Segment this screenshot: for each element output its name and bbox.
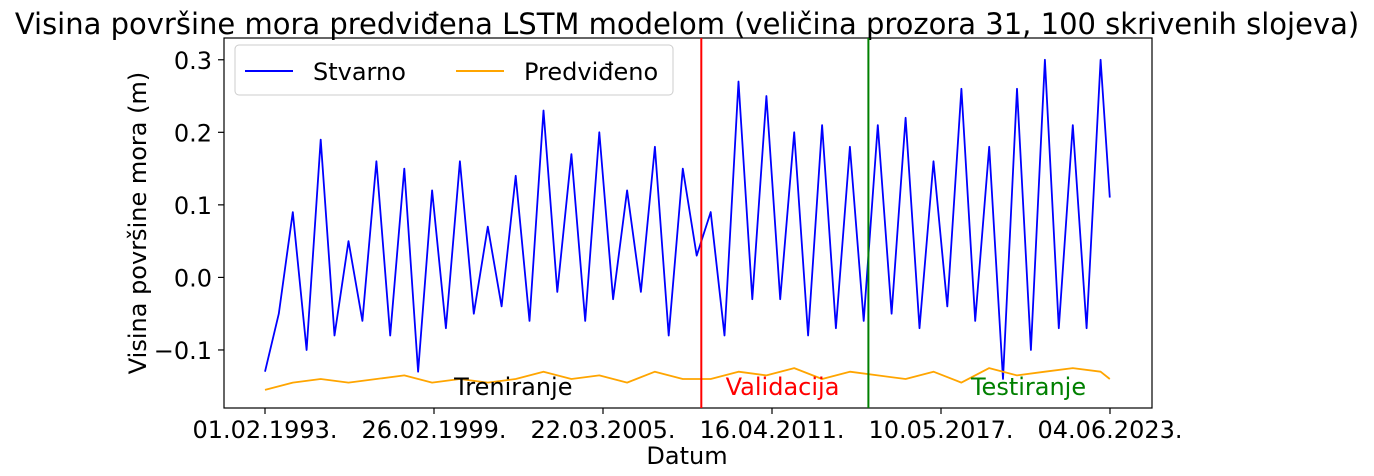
region-layer: Treniranje Validacija Testiranje xyxy=(453,373,1086,401)
region-label-1: Treniranje xyxy=(453,373,572,401)
plot-area: Treniranje Validacija Testiranje 01.02.199… xyxy=(154,38,1183,444)
chart-title: Visina površine mora predviđena LSTM mod… xyxy=(15,7,1359,41)
legend-label-1: Stvarno xyxy=(313,58,406,86)
x-axis-ticks: 01.02.1993. 26.02.1999. 22.03.2005. 16.04.2… xyxy=(192,408,1182,444)
legend-label-2: Predviđeno xyxy=(524,58,658,86)
y-tick-label-1: −0.1 xyxy=(154,337,212,365)
legend: Stvarno Predviđeno xyxy=(235,45,673,95)
y-tick-label-3: 0.1 xyxy=(174,192,212,220)
x-tick-label-3: 22.03.2005. xyxy=(530,416,675,444)
y-tick-label-2: 0.0 xyxy=(174,264,212,292)
region-label-3: Testiranje xyxy=(970,373,1086,401)
x-tick-label-5: 10.05.2017. xyxy=(868,416,1013,444)
x-tick-label-6: 04.06.2023. xyxy=(1037,416,1182,444)
series-line-1 xyxy=(265,60,1110,379)
x-tick-label-1: 01.02.1993. xyxy=(192,416,337,444)
x-axis-label: Datum xyxy=(646,442,727,470)
y-axis-label: Visina površine mora (m) xyxy=(124,72,152,374)
y-tick-label-5: 0.3 xyxy=(174,47,212,75)
y-axis-ticks: −0.1 0.0 0.1 0.2 0.3 xyxy=(154,47,224,365)
region-label-2: Validacija xyxy=(726,373,840,401)
series-layer xyxy=(265,60,1110,390)
x-tick-label-4: 16.04.2011. xyxy=(699,416,844,444)
x-tick-label-2: 26.02.1999. xyxy=(361,416,506,444)
y-tick-label-4: 0.2 xyxy=(174,119,212,147)
